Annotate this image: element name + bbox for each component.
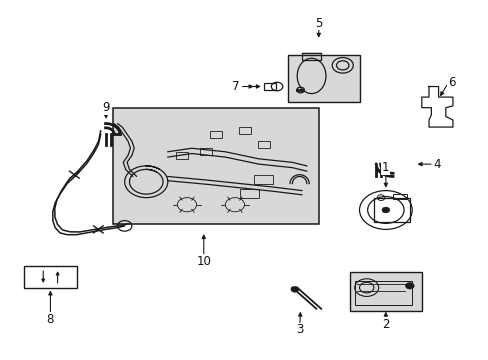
Text: 5: 5 — [314, 17, 322, 30]
Bar — [263, 83, 275, 90]
Bar — [373, 198, 409, 222]
Bar — [238, 127, 250, 134]
Bar — [112, 108, 318, 224]
Bar — [200, 148, 212, 155]
Bar — [392, 194, 407, 199]
Text: 9: 9 — [102, 101, 109, 114]
Text: 1: 1 — [381, 161, 389, 174]
Bar — [287, 55, 359, 102]
Bar — [354, 280, 411, 305]
Bar — [209, 131, 222, 138]
Bar — [349, 272, 421, 311]
Text: 6: 6 — [447, 76, 455, 90]
Circle shape — [290, 287, 298, 292]
Text: 10: 10 — [196, 255, 211, 267]
Bar — [302, 53, 321, 60]
Text: 8: 8 — [47, 313, 54, 326]
Bar — [24, 266, 77, 288]
Bar — [239, 189, 258, 198]
Circle shape — [381, 207, 389, 213]
Text: 4: 4 — [433, 158, 440, 171]
Circle shape — [405, 283, 413, 289]
Bar — [254, 175, 273, 184]
Text: 7: 7 — [232, 80, 239, 93]
Text: 3: 3 — [295, 323, 303, 337]
Bar — [176, 152, 188, 159]
Text: 2: 2 — [381, 318, 389, 331]
Bar — [257, 141, 269, 148]
